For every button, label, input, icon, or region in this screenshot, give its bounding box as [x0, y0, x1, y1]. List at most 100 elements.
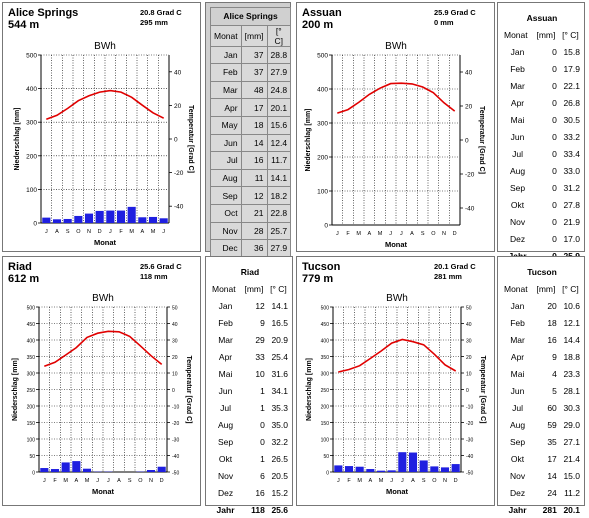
precip-cell: 37	[241, 64, 267, 82]
left-tick-label: 50	[29, 454, 35, 460]
month-tick-label: J	[336, 231, 339, 237]
month-cell: Nov	[502, 213, 533, 230]
right-tick-label: 0	[172, 388, 175, 394]
precip-cell: 0	[533, 145, 559, 162]
precip-bar	[377, 471, 385, 472]
month-tick-label: J	[337, 478, 340, 484]
month-tick-label: N	[87, 229, 91, 235]
precip-total: 295 mm	[140, 18, 168, 27]
month-tick-label: A	[74, 478, 78, 484]
month-tick-label: J	[109, 229, 112, 235]
right-tick-label: 20	[172, 355, 178, 361]
month-tick-label: A	[367, 231, 371, 237]
left-tick-label: 100	[317, 189, 328, 196]
station-name: Assuan	[302, 7, 342, 19]
right-tick-label: 40	[465, 70, 473, 77]
station-elevation: 612 m	[8, 273, 39, 285]
precip-total: 118 mm	[140, 272, 168, 281]
temp-cell: 15.8	[559, 43, 582, 60]
month-tick-label: O	[138, 478, 143, 484]
precip-bar	[53, 219, 61, 223]
col-mm-header: [mm]	[533, 280, 559, 297]
month-cell: Sep	[210, 433, 241, 450]
precip-cell: 21	[241, 204, 267, 222]
month-cell: Mar	[211, 81, 242, 99]
temp-cell: 27.1	[559, 433, 582, 450]
month-tick-label: F	[346, 231, 350, 237]
left-tick-label: 0	[326, 471, 329, 477]
right-tick-label: -10	[172, 405, 179, 411]
precip-cell: 16	[241, 484, 267, 501]
temp-cell: 22.8	[267, 204, 291, 222]
temp-cell: 27.8	[559, 196, 582, 213]
right-tick-label: 10	[172, 372, 178, 378]
precip-cell: 0	[241, 416, 267, 433]
temp-cell: 32.2	[267, 433, 290, 450]
month-cell: Jul	[210, 399, 241, 416]
left-tick-label: 0	[324, 223, 328, 230]
precip-bar	[72, 461, 80, 472]
precip-cell: 0	[241, 433, 267, 450]
station-name: Alice Springs	[8, 7, 78, 19]
temperature-line	[44, 331, 161, 366]
month-tick-label: F	[119, 229, 123, 235]
left-tick-label: 400	[321, 339, 330, 345]
month-tick-label: M	[379, 478, 384, 484]
temp-cell: 11.7	[267, 152, 291, 170]
precip-cell: 59	[533, 416, 559, 433]
precip-cell: 60	[533, 399, 559, 416]
precip-bar	[452, 464, 460, 472]
temp-cell: 17.0	[559, 230, 582, 247]
precip-cell: 18	[241, 116, 267, 134]
month-cell: Sep	[211, 187, 242, 205]
right-tick-label: -40	[174, 204, 184, 211]
precip-cell: 9	[241, 314, 267, 331]
left-tick-label: 100	[321, 438, 330, 444]
temp-cell: 33.4	[559, 145, 582, 162]
col-month-header: Monat	[210, 280, 241, 297]
precip-cell: 48	[241, 81, 267, 99]
right-tick-label: 10	[466, 372, 472, 378]
month-tick-label: A	[410, 231, 414, 237]
month-cell: Dez	[210, 484, 241, 501]
table-header-row: Monat[mm][° C]	[210, 280, 290, 297]
temp-cell: 15.0	[559, 467, 582, 484]
table-header-row: Monat[mm][° C]	[211, 25, 291, 46]
month-tick-label: D	[98, 229, 102, 235]
left-tick-label: 500	[321, 306, 330, 312]
precip-bar	[138, 217, 146, 223]
precip-cell: 0	[533, 94, 559, 111]
precip-cell: 16	[241, 152, 267, 170]
month-tick-label: J	[400, 231, 403, 237]
right-tick-label: -50	[172, 471, 179, 477]
y-axis-label-left: Niederschlag [mm]	[305, 108, 312, 171]
temp-cell: 20.1	[267, 99, 291, 117]
month-tick-label: A	[117, 478, 121, 484]
month-tick-label: M	[63, 478, 68, 484]
precip-total: 281 mm	[434, 272, 462, 281]
y-axis-label-right: Temperatur [Grad C]	[479, 356, 486, 424]
month-tick-label: J	[107, 478, 110, 484]
right-tick-label: -20	[465, 172, 475, 179]
month-cell: Jan	[211, 46, 242, 64]
temp-cell: 14.1	[267, 297, 290, 314]
temp-cell: 15.2	[267, 484, 290, 501]
table-header-row: Monat[mm][° C]	[502, 26, 582, 43]
precip-cell: 14	[533, 467, 559, 484]
col-mm-header: [mm]	[241, 25, 267, 46]
chart-title: BWh	[385, 41, 407, 52]
